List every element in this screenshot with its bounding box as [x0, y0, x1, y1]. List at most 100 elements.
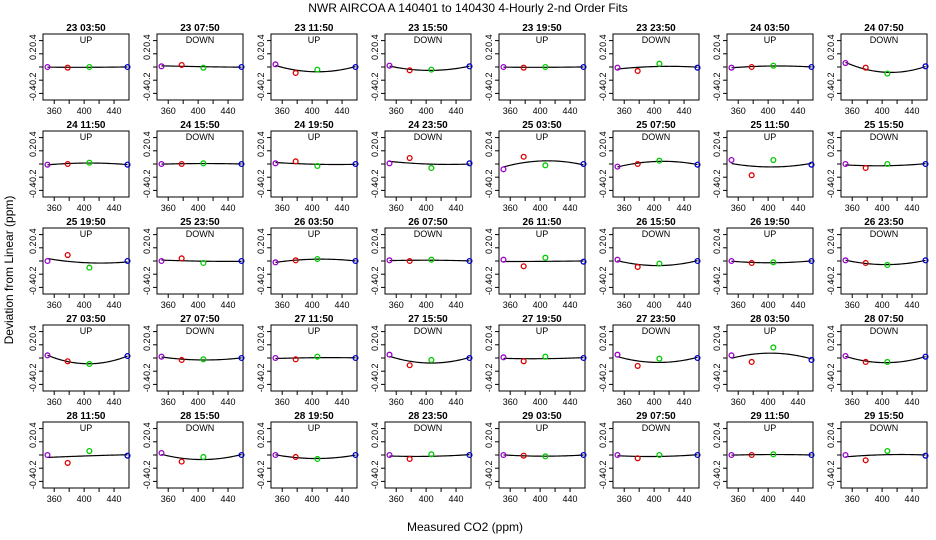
x-tick-label: 400 — [77, 106, 92, 116]
panel-direction: DOWN — [870, 132, 899, 142]
y-tick-label: -0.4 — [712, 86, 722, 102]
data-point — [656, 157, 663, 164]
panel-title: 28 07:50 — [864, 314, 904, 325]
fit-curve — [47, 454, 128, 459]
x-tick-label: 360 — [617, 494, 632, 504]
x-tick-label: 440 — [221, 203, 236, 213]
panel-direction: UP — [308, 132, 321, 142]
y-tick-label: -0.4 — [142, 280, 152, 296]
panel-title: 23 11:50 — [295, 23, 334, 34]
y-tick-label: 0.2 — [370, 48, 380, 61]
y-tick-label: 0.2 — [142, 436, 152, 449]
y-tick-label: 0.2 — [142, 145, 152, 158]
data-point — [466, 257, 473, 265]
y-tick-label: 0.2 — [370, 436, 380, 449]
panel-direction: UP — [764, 423, 777, 433]
y-tick-label: 0.2 — [28, 339, 38, 352]
panel-direction: DOWN — [870, 423, 899, 433]
data-point — [292, 453, 299, 461]
x-tick-label: 360 — [503, 397, 518, 407]
data-point — [770, 156, 777, 164]
y-tick-label: 0.2 — [598, 48, 608, 61]
y-tick-label: -0.4 — [712, 280, 722, 296]
panel-title: 23 07:50 — [180, 23, 220, 34]
x-tick-label: 400 — [305, 397, 320, 407]
y-tick-label: 0.2 — [28, 242, 38, 255]
x-tick-label: 440 — [563, 397, 578, 407]
panel-title: 24 19:50 — [294, 120, 334, 131]
data-point — [406, 257, 413, 265]
data-point — [44, 352, 51, 359]
data-point — [614, 256, 621, 263]
panel-title: 25 23:50 — [180, 217, 220, 228]
x-tick-label: 400 — [875, 494, 890, 504]
data-point — [158, 160, 165, 168]
data-point — [64, 252, 71, 259]
y-tick-label: -0.2 — [28, 460, 38, 476]
panel-title: 24 23:50 — [408, 120, 448, 131]
data-point — [520, 263, 527, 270]
y-tick-label: -0.4 — [598, 280, 608, 296]
y-tick-label: 0.2 — [484, 339, 494, 352]
y-tick-label: -0.2 — [826, 266, 836, 282]
y-tick-label: 0.4 — [712, 131, 722, 144]
data-point — [124, 257, 131, 265]
data-point — [272, 61, 279, 68]
data-point — [406, 67, 413, 74]
data-point — [292, 69, 299, 76]
x-tick-label: 440 — [563, 106, 578, 116]
y-tick-label: -0.2 — [142, 72, 152, 88]
y-tick-label: 0.4 — [598, 131, 608, 144]
panel-direction: DOWN — [414, 423, 443, 433]
y-tick-label: -0.2 — [826, 363, 836, 379]
x-tick-label: 360 — [47, 203, 62, 213]
y-tick-label: -0.2 — [28, 266, 38, 282]
y-tick-label: 0.4 — [826, 325, 836, 338]
y-tick-label: 0.2 — [142, 242, 152, 255]
y-tick-label: -0.4 — [712, 183, 722, 199]
data-point — [292, 356, 299, 363]
panel-direction: DOWN — [642, 423, 671, 433]
y-tick-label: -0.2 — [142, 460, 152, 476]
x-tick-label: 440 — [335, 397, 350, 407]
data-point — [580, 63, 587, 71]
data-point — [884, 358, 891, 366]
data-point — [352, 160, 359, 168]
y-tick-label: -0.4 — [370, 183, 380, 199]
data-point — [634, 362, 641, 369]
y-tick-label: 0.4 — [28, 228, 38, 241]
data-point — [272, 160, 279, 167]
data-point — [238, 160, 245, 168]
x-tick-label: 360 — [47, 397, 62, 407]
panel-direction: UP — [764, 35, 777, 45]
x-tick-label: 440 — [905, 106, 920, 116]
panel-title: 28 11:50 — [67, 411, 106, 422]
panel-title: 24 07:50 — [864, 23, 904, 34]
data-point — [466, 160, 473, 167]
data-point — [808, 63, 815, 71]
panel-direction: DOWN — [414, 35, 443, 45]
x-tick-label: 440 — [107, 106, 122, 116]
x-tick-label: 360 — [731, 106, 746, 116]
y-tick-label: 0.2 — [598, 339, 608, 352]
data-point — [842, 451, 849, 459]
panel-title: 27 11:50 — [295, 314, 334, 325]
data-point — [656, 60, 663, 67]
x-tick-label: 440 — [335, 494, 350, 504]
data-point — [200, 160, 207, 167]
data-point — [542, 453, 549, 460]
y-tick-label: -0.4 — [28, 183, 38, 199]
data-point — [808, 257, 815, 265]
y-tick-label: 0.2 — [256, 436, 266, 449]
x-tick-label: 440 — [335, 106, 350, 116]
y-tick-label: 0.4 — [370, 131, 380, 144]
y-tick-label: 0.2 — [484, 436, 494, 449]
panel-title: 26 19:50 — [750, 217, 790, 228]
x-tick-label: 400 — [647, 300, 662, 310]
